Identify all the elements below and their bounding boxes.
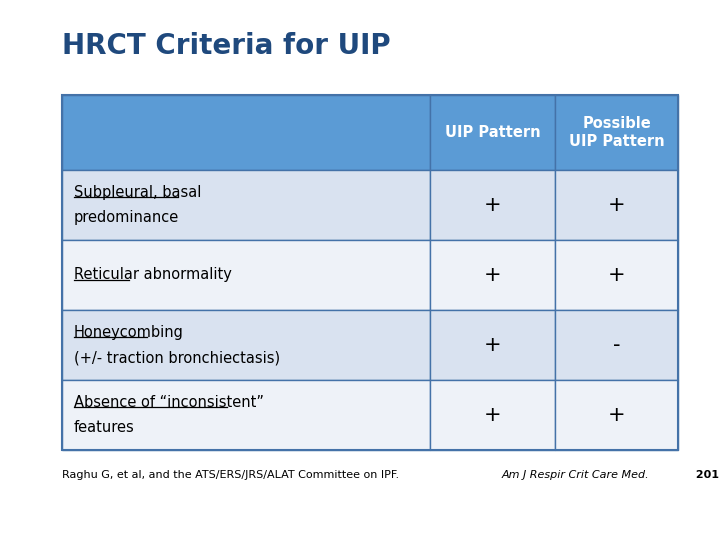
Bar — [430, 95, 555, 170]
Bar — [555, 380, 678, 450]
Text: Absence of “inconsistent”: Absence of “inconsistent” — [74, 395, 264, 410]
Bar — [62, 240, 430, 310]
Bar — [430, 170, 555, 240]
Bar — [62, 380, 430, 450]
Text: Possible
UIP Pattern: Possible UIP Pattern — [569, 116, 665, 148]
Bar — [62, 310, 430, 380]
Bar — [430, 310, 555, 380]
Text: +: + — [608, 405, 625, 425]
Bar — [555, 240, 678, 310]
Text: -: - — [613, 335, 620, 355]
Text: (+/- traction bronchiectasis): (+/- traction bronchiectasis) — [74, 350, 280, 365]
Text: Honeycombing: Honeycombing — [74, 325, 184, 340]
Bar — [430, 380, 555, 450]
Text: Reticular abnormality: Reticular abnormality — [74, 267, 232, 282]
Bar — [430, 240, 555, 310]
Text: +: + — [608, 195, 625, 215]
Bar — [62, 170, 430, 240]
Text: features: features — [74, 420, 135, 435]
Text: +: + — [608, 265, 625, 285]
Text: Subpleural, basal: Subpleural, basal — [74, 185, 202, 200]
Text: +: + — [484, 405, 501, 425]
Text: Raghu G, et al, and the ATS/ERS/JRS/ALAT Committee on IPF.: Raghu G, et al, and the ATS/ERS/JRS/ALAT… — [62, 470, 402, 480]
Bar — [555, 95, 678, 170]
Bar — [62, 95, 678, 450]
Text: +: + — [484, 335, 501, 355]
Bar — [555, 170, 678, 240]
Bar — [555, 310, 678, 380]
Text: +: + — [484, 195, 501, 215]
Text: 2011;183:788-824.: 2011;183:788-824. — [692, 470, 720, 480]
Text: UIP Pattern: UIP Pattern — [445, 125, 540, 140]
Bar — [62, 95, 430, 170]
Text: Am J Respir Crit Care Med.: Am J Respir Crit Care Med. — [502, 470, 649, 480]
Text: predominance: predominance — [74, 210, 179, 225]
Text: +: + — [484, 265, 501, 285]
Text: HRCT Criteria for UIP: HRCT Criteria for UIP — [62, 32, 391, 60]
